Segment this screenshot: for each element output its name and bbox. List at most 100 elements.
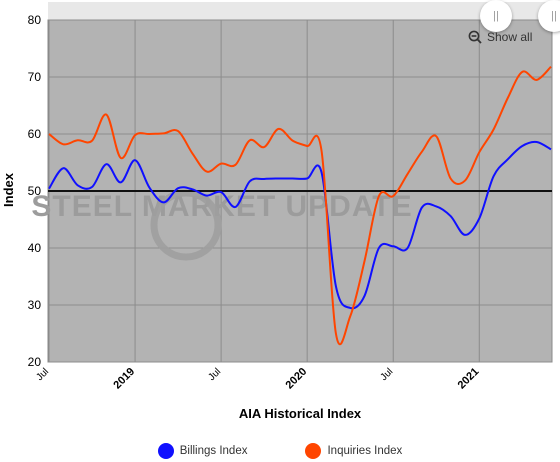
data-point-billings[interactable]: [203, 192, 211, 200]
data-point-billings[interactable]: [404, 244, 412, 252]
data-point-inquiries[interactable]: [59, 140, 67, 148]
data-point-billings[interactable]: [518, 142, 526, 150]
data-point-inquiries[interactable]: [346, 312, 354, 320]
data-point-inquiries[interactable]: [504, 94, 512, 102]
y-tick-label: 20: [28, 355, 42, 369]
data-point-inquiries[interactable]: [88, 137, 96, 145]
show-all-label: Show all: [487, 30, 533, 44]
data-point-inquiries[interactable]: [332, 330, 340, 338]
data-point-inquiries[interactable]: [475, 148, 483, 156]
data-point-inquiries[interactable]: [45, 130, 53, 138]
data-point-inquiries[interactable]: [203, 168, 211, 176]
data-point-billings[interactable]: [131, 156, 139, 164]
data-point-inquiries[interactable]: [375, 192, 383, 200]
legend-item-inquiries[interactable]: Inquiries Index: [305, 443, 402, 459]
x-axis-title: AIA Historical Index: [239, 406, 362, 421]
data-point-inquiries[interactable]: [533, 76, 541, 84]
data-point-inquiries[interactable]: [418, 148, 426, 156]
data-point-billings[interactable]: [275, 175, 283, 183]
data-point-billings[interactable]: [246, 177, 254, 185]
y-tick-label: 60: [28, 127, 42, 141]
watermark: STEEL MARKET UPDATE: [31, 190, 412, 223]
x-tick-label: Jul: [379, 366, 396, 383]
zoom-out-icon: [468, 30, 482, 44]
data-point-inquiries[interactable]: [432, 132, 440, 140]
data-point-billings[interactable]: [389, 242, 397, 250]
data-point-inquiries[interactable]: [490, 125, 498, 133]
data-point-billings[interactable]: [332, 282, 340, 290]
data-point-billings[interactable]: [447, 212, 455, 220]
data-point-billings[interactable]: [174, 184, 182, 192]
data-point-billings[interactable]: [375, 244, 383, 252]
data-point-inquiries[interactable]: [289, 137, 297, 145]
legend-marker-inquiries: [305, 443, 322, 459]
data-point-billings[interactable]: [504, 155, 512, 163]
data-point-inquiries[interactable]: [117, 154, 125, 162]
legend: Billings Index Inquiries Index: [0, 440, 560, 462]
data-point-billings[interactable]: [289, 175, 297, 183]
data-point-billings[interactable]: [475, 214, 483, 222]
data-point-billings[interactable]: [418, 204, 426, 212]
data-point-billings[interactable]: [361, 292, 369, 300]
y-tick-label: 30: [28, 298, 42, 312]
data-point-billings[interactable]: [160, 198, 168, 206]
data-point-billings[interactable]: [217, 188, 225, 196]
data-point-inquiries[interactable]: [160, 129, 168, 137]
data-point-inquiries[interactable]: [547, 63, 555, 71]
x-tick-label: 2020: [283, 366, 309, 392]
y-axis: 20 30 40 50 60 70 80: [28, 13, 42, 369]
data-point-billings[interactable]: [490, 172, 498, 180]
x-tick-label: Jul: [206, 366, 223, 383]
data-point-billings[interactable]: [145, 184, 153, 192]
series-line-inquiries[interactable]: [48, 65, 552, 346]
y-tick-label: 50: [28, 184, 42, 198]
data-point-inquiries[interactable]: [188, 149, 196, 157]
data-point-inquiries[interactable]: [232, 161, 240, 169]
data-point-inquiries[interactable]: [174, 127, 182, 135]
y-tick-label: 80: [28, 13, 42, 27]
data-point-inquiries[interactable]: [145, 130, 153, 138]
navigator-strip[interactable]: [48, 2, 558, 20]
data-point-inquiries[interactable]: [389, 192, 397, 200]
data-point-billings[interactable]: [232, 203, 240, 211]
data-point-inquiries[interactable]: [260, 143, 268, 151]
data-point-billings[interactable]: [260, 175, 268, 183]
data-point-inquiries[interactable]: [74, 136, 82, 144]
data-point-inquiries[interactable]: [131, 131, 139, 139]
navigator-left-handle[interactable]: ||: [480, 0, 512, 32]
data-point-inquiries[interactable]: [102, 111, 110, 119]
data-point-inquiries[interactable]: [303, 142, 311, 150]
series-layer: [45, 63, 555, 346]
x-axis: Jul 2019 Jul 2020 Jul 2021: [34, 366, 481, 392]
data-point-inquiries[interactable]: [404, 170, 412, 178]
data-point-billings[interactable]: [59, 164, 67, 172]
data-point-inquiries[interactable]: [318, 147, 326, 155]
data-point-billings[interactable]: [102, 160, 110, 168]
data-point-inquiries[interactable]: [447, 175, 455, 183]
data-point-billings[interactable]: [117, 178, 125, 186]
data-point-inquiries[interactable]: [246, 136, 254, 144]
legend-label-billings: Billings Index: [179, 445, 248, 457]
data-point-inquiries[interactable]: [275, 125, 283, 133]
data-point-inquiries[interactable]: [361, 257, 369, 265]
data-point-billings[interactable]: [74, 181, 82, 189]
data-point-billings[interactable]: [45, 185, 53, 193]
legend-item-billings[interactable]: Billings Index: [157, 443, 248, 459]
data-point-billings[interactable]: [303, 175, 311, 183]
data-point-billings[interactable]: [88, 183, 96, 191]
data-point-inquiries[interactable]: [217, 160, 225, 168]
data-point-billings[interactable]: [461, 231, 469, 239]
data-point-billings[interactable]: [547, 145, 555, 153]
series-line-billings[interactable]: [48, 140, 552, 310]
data-point-billings[interactable]: [533, 138, 541, 146]
watermark-logo-ring: [150, 189, 222, 261]
show-all-button[interactable]: Show all: [468, 30, 532, 44]
y-axis-title: Index: [1, 172, 16, 207]
data-point-inquiries[interactable]: [461, 177, 469, 185]
data-point-billings[interactable]: [432, 202, 440, 210]
navigator-right-handle[interactable]: ||: [538, 0, 560, 32]
data-point-inquiries[interactable]: [518, 68, 526, 76]
data-point-billings[interactable]: [188, 185, 196, 193]
x-tick-label: 2021: [456, 366, 482, 392]
